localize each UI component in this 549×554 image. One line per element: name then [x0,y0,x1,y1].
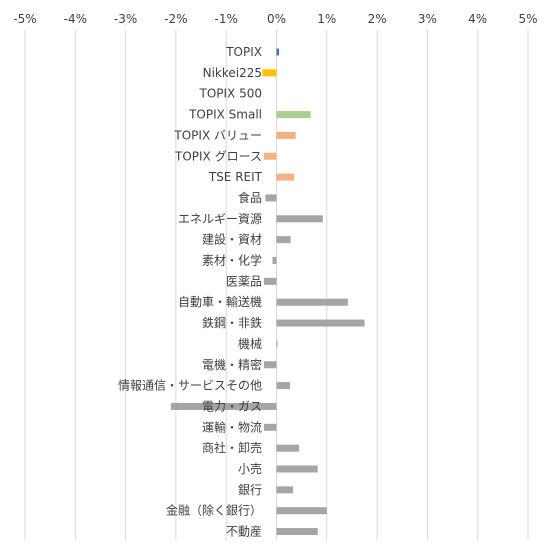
category-label: TOPIX バリュー [173,128,262,142]
category-labels: TOPIX Nikkei225 TOPIX 500 TOPIX Small TOPIX … [118,45,263,539]
x-tick-label: -1% [215,12,238,26]
category-label: 食品 [238,190,262,205]
bar [262,69,277,77]
bar [263,152,277,160]
bar [276,111,311,119]
bar [276,131,296,139]
bar [265,194,277,202]
category-label: TOPIX Small [188,108,262,122]
category-label: Nikkei225 [203,66,262,80]
bar [263,423,277,431]
bar [276,444,300,452]
bars [170,48,365,536]
x-tick-label: 4% [468,12,487,26]
category-label: 商社・卸売 [202,440,262,455]
bar [276,215,323,223]
category-label: 電力・ガス [202,399,262,413]
x-axis-tick-labels: -5% -4% -3% -2% -1% 0% 1% 2% 3% 4% 5% [13,12,537,26]
bar [276,486,294,494]
category-label: 情報通信・サービスその他 [118,379,262,393]
x-tick-label: 2% [368,12,387,26]
bar [276,340,278,348]
category-label: 素材・化学 [202,253,262,268]
bar [276,507,327,515]
category-label: 不動産 [226,524,262,539]
bar [276,48,280,56]
bar [276,298,348,306]
x-tick-label: 0% [267,12,286,26]
category-label: 鉄鋼・非鉄 [202,315,262,330]
category-label: 自動車・輸送機 [178,294,262,309]
bar [276,236,291,244]
bar [276,382,291,390]
bar [276,173,295,181]
category-label: TOPIX グロース [174,149,262,163]
gridlines [24,30,529,540]
category-label: 電機・精密 [202,357,262,372]
category-label: TSE REIT [208,170,263,184]
category-label: 金融（除く銀行） [166,503,262,518]
x-tick-label: -3% [114,12,137,26]
category-label: 小売 [238,461,262,476]
bar [263,277,277,285]
x-tick-label: -4% [64,12,87,26]
category-label: 機械 [238,336,262,351]
x-tick-label: -2% [164,12,187,26]
bar [276,465,318,473]
bar [276,319,365,327]
category-label: TOPIX [225,45,262,59]
category-label: 運輸・物流 [202,419,262,434]
category-label: 銀行 [238,483,262,497]
x-tick-label: 5% [518,12,537,26]
category-label: 医薬品 [226,274,262,288]
bar [263,361,277,369]
x-tick-label: -5% [13,12,36,26]
category-label: 建設・資材 [202,232,262,247]
category-label: エネルギー資源 [178,212,262,226]
x-tick-label: 1% [317,12,336,26]
bar [170,402,277,410]
category-label: TOPIX 500 [199,87,263,101]
bar [272,257,277,264]
x-tick-label: 3% [418,12,437,26]
bar [276,528,318,536]
